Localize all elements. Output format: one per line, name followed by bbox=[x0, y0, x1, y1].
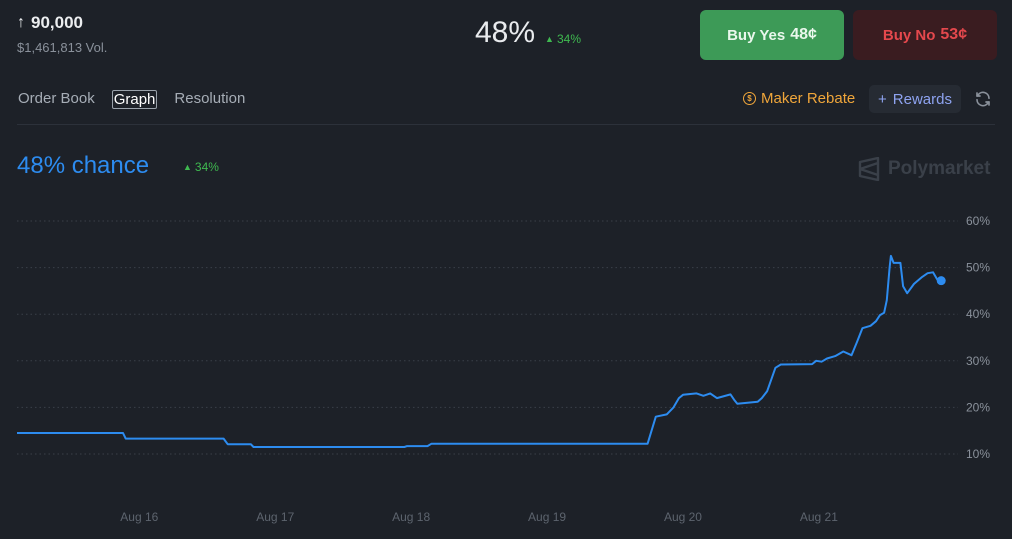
rewards-button[interactable]: + Rewards bbox=[869, 85, 961, 113]
market-header: ↑ 90,000 $1,461,813 Vol. bbox=[17, 13, 107, 55]
y-tick-label: 30% bbox=[966, 354, 990, 368]
current-price: 48% ▲ 34% bbox=[475, 16, 581, 50]
volume-text: $1,461,813 Vol. bbox=[17, 40, 108, 55]
maker-rebate-label: Maker Rebate bbox=[761, 90, 856, 107]
series-line bbox=[17, 254, 942, 448]
triangle-up-icon: ▲ bbox=[545, 34, 554, 44]
triangle-up-icon: ▲ bbox=[183, 162, 192, 172]
plus-icon: + bbox=[878, 90, 887, 108]
polymarket-watermark: Polymarket bbox=[858, 157, 990, 181]
chance-change-badge: ▲ 34% bbox=[183, 160, 219, 174]
target-value: 90,000 bbox=[31, 13, 83, 32]
price-change-badge: ▲ 34% bbox=[545, 32, 581, 46]
buy-yes-label: Buy Yes bbox=[727, 26, 786, 44]
y-tick-label: 20% bbox=[966, 400, 990, 414]
x-tick-label: Aug 16 bbox=[120, 510, 158, 524]
tab-order-book[interactable]: Order Book bbox=[18, 90, 95, 107]
chance-change-value: 34% bbox=[194, 160, 219, 174]
tab-graph[interactable]: Graph bbox=[111, 90, 158, 109]
price-change-value: 34% bbox=[556, 32, 581, 46]
y-tick-label: 50% bbox=[966, 261, 990, 275]
rewards-label: Rewards bbox=[892, 90, 952, 108]
target-price: ↑ 90,000 bbox=[17, 13, 107, 33]
view-tabs: Order Book Graph Resolution bbox=[17, 90, 246, 109]
y-tick-label: 10% bbox=[966, 447, 990, 461]
dollar-coin-icon: $ bbox=[743, 92, 756, 105]
buy-yes-button[interactable]: Buy Yes 48¢ bbox=[700, 10, 844, 60]
header-divider bbox=[17, 124, 995, 125]
x-tick-label: Aug 21 bbox=[800, 510, 838, 524]
x-tick-label: Aug 20 bbox=[664, 510, 702, 524]
x-tick-label: Aug 19 bbox=[528, 510, 566, 524]
x-tick-label: Aug 18 bbox=[392, 510, 430, 524]
y-tick-label: 60% bbox=[966, 214, 990, 228]
latest-point bbox=[936, 276, 946, 286]
maker-rebate-link[interactable]: $ Maker Rebate bbox=[743, 90, 855, 107]
chance-title: 48% chance bbox=[17, 152, 150, 179]
x-tick-label: Aug 17 bbox=[256, 510, 294, 524]
brand-name: Polymarket bbox=[888, 158, 991, 179]
up-arrow-icon: ↑ bbox=[17, 14, 25, 31]
y-tick-label: 40% bbox=[966, 307, 990, 321]
price-chart[interactable]: 10% 20% 30% 40% 50% 60% Aug 16 Aug 17 Aug 18 Aug … bbox=[0, 200, 1012, 539]
buy-no-label: Buy No bbox=[882, 26, 936, 44]
tab-resolution[interactable]: Resolution bbox=[174, 90, 246, 107]
buy-no-button[interactable]: Buy No 53¢ bbox=[853, 10, 997, 60]
buy-no-price: 53¢ bbox=[940, 26, 968, 43]
refresh-icon[interactable] bbox=[974, 90, 992, 108]
buy-yes-price: 48¢ bbox=[790, 26, 817, 43]
price-percent: 48% bbox=[475, 16, 536, 49]
polymarket-logo-icon bbox=[858, 157, 880, 181]
